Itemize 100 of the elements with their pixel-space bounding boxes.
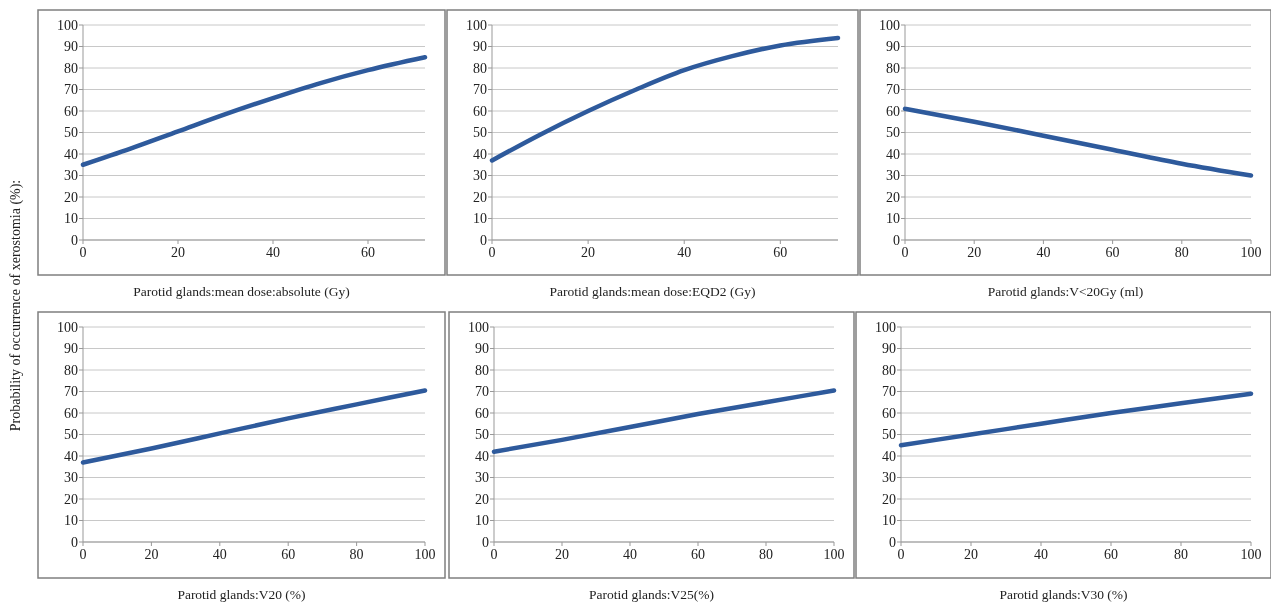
- x-tick-label: 60: [773, 245, 788, 260]
- y-tick-label: 30: [475, 470, 489, 486]
- y-tick-label: 70: [64, 384, 78, 400]
- x-axis-title: Parotid glands:V20 (%): [177, 587, 306, 602]
- x-tick-label: 40: [623, 547, 637, 562]
- y-tick-label: 40: [882, 448, 896, 464]
- y-tick-label: 90: [882, 341, 896, 357]
- line-series: [489, 35, 841, 163]
- y-tick-label: 80: [882, 362, 896, 378]
- y-tick-label: 30: [882, 470, 896, 486]
- y-tick-label: 80: [473, 60, 487, 76]
- y-tick-label: 100: [57, 319, 78, 335]
- y-tick-label: 80: [64, 362, 78, 378]
- x-tick-label: 20: [581, 245, 596, 260]
- x-tick-label: 20: [144, 547, 159, 562]
- x-tick-label: 20: [555, 547, 569, 562]
- y-tick-label: 80: [475, 362, 489, 378]
- y-tick-label: 50: [473, 125, 487, 141]
- y-tick-label: 20: [886, 189, 900, 205]
- y-tick-label: 30: [64, 470, 78, 486]
- y-tick-label: 100: [875, 319, 896, 335]
- y-tick-label: 0: [889, 534, 896, 550]
- y-tick-label: 30: [473, 168, 487, 184]
- line-series: [902, 106, 1254, 178]
- x-axis-title: Parotid glands:V25(%): [589, 587, 714, 602]
- x-axis-title: Parotid glands:mean dose:absolute (Gy): [133, 284, 350, 299]
- line-series: [898, 391, 1254, 448]
- y-tick-label: 40: [64, 146, 78, 162]
- y-tick-label: 70: [64, 82, 78, 98]
- y-tick-label: 60: [886, 103, 900, 119]
- x-tick-label: 80: [1174, 245, 1189, 260]
- y-tick-label: 70: [886, 82, 900, 98]
- x-tick-label: 60: [361, 245, 375, 260]
- y-tick-label: 10: [64, 513, 78, 529]
- x-tick-label: 60: [691, 547, 705, 562]
- y-tick-label: 0: [482, 534, 489, 550]
- y-tick-label: 60: [475, 405, 489, 421]
- y-tick-label: 70: [882, 384, 896, 400]
- y-tick-label: 0: [71, 534, 78, 550]
- y-tick-label: 30: [886, 168, 900, 184]
- y-tick-label: 10: [473, 211, 487, 227]
- y-tick-label: 60: [64, 405, 78, 421]
- y-tick-label: 0: [71, 232, 78, 248]
- y-tick-label: 40: [64, 448, 78, 464]
- line-series: [491, 388, 837, 454]
- x-tick-label: 60: [281, 547, 296, 562]
- y-tick-label: 10: [886, 211, 900, 227]
- y-tick-label: 100: [879, 17, 900, 33]
- y-tick-label: 60: [473, 103, 487, 119]
- line-series: [80, 55, 428, 167]
- y-tick-label: 20: [64, 491, 78, 507]
- y-axis-title: Probability of occurrence of xerostomia (%):: [8, 179, 24, 432]
- x-axis-title: Parotid glands:V30 (%): [999, 587, 1128, 602]
- x-tick-label: 40: [212, 547, 227, 562]
- y-tick-label: 80: [886, 60, 900, 76]
- x-tick-label: 60: [1105, 245, 1120, 260]
- x-tick-label: 40: [677, 245, 692, 260]
- y-tick-label: 100: [466, 17, 487, 33]
- y-tick-label: 20: [475, 491, 489, 507]
- y-tick-label: 100: [57, 17, 78, 33]
- y-tick-label: 60: [64, 103, 78, 119]
- y-tick-label: 90: [473, 39, 487, 55]
- y-tick-label: 50: [475, 427, 489, 443]
- y-tick-label: 10: [475, 513, 489, 529]
- y-tick-label: 0: [480, 232, 487, 248]
- x-tick-label: 100: [1240, 245, 1262, 260]
- x-tick-label: 20: [964, 547, 978, 562]
- x-tick-label: 60: [1104, 547, 1118, 562]
- x-axis-title: Parotid glands:mean dose:EQD2 (Gy): [549, 284, 756, 299]
- x-tick-label: 100: [823, 547, 845, 562]
- y-tick-label: 70: [473, 82, 487, 98]
- x-axis-title: Parotid glands:V<20Gy (ml): [987, 284, 1144, 299]
- y-tick-label: 30: [64, 168, 78, 184]
- y-tick-label: 40: [475, 448, 489, 464]
- y-tick-label: 50: [64, 125, 78, 141]
- x-tick-label: 40: [266, 245, 280, 260]
- y-tick-label: 50: [886, 125, 900, 141]
- x-tick-label: 80: [759, 547, 773, 562]
- y-tick-label: 10: [64, 211, 78, 227]
- y-tick-label: 60: [882, 405, 896, 421]
- y-tick-label: 0: [893, 232, 900, 248]
- y-tick-label: 20: [473, 189, 487, 205]
- x-tick-label: 20: [171, 245, 185, 260]
- x-tick-label: 40: [1036, 245, 1051, 260]
- y-tick-label: 70: [475, 384, 489, 400]
- y-tick-label: 50: [882, 427, 896, 443]
- y-tick-label: 40: [886, 146, 900, 162]
- y-tick-label: 50: [64, 427, 78, 443]
- y-tick-label: 20: [882, 491, 896, 507]
- x-tick-label: 80: [349, 547, 364, 562]
- y-tick-label: 90: [886, 39, 900, 55]
- y-tick-label: 90: [64, 341, 78, 357]
- y-tick-label: 10: [882, 513, 896, 529]
- y-tick-label: 20: [64, 189, 78, 205]
- y-tick-label: 80: [64, 60, 78, 76]
- x-tick-label: 80: [1174, 547, 1188, 562]
- y-tick-label: 90: [475, 341, 489, 357]
- x-tick-label: 100: [1240, 547, 1262, 562]
- line-series: [80, 388, 428, 465]
- y-tick-label: 100: [468, 319, 489, 335]
